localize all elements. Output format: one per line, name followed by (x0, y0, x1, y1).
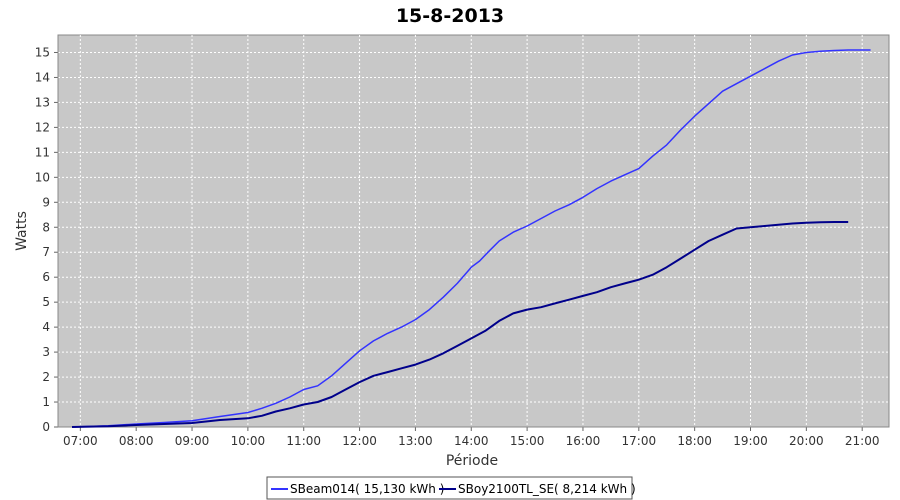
x-tick-label: 15:00 (510, 434, 545, 448)
series-line-sboy2100tl-se (71, 221, 849, 428)
series-line-sbeam014 (71, 49, 871, 428)
x-axis-title: Période (446, 453, 498, 469)
y-tick-label: 10 (35, 170, 50, 184)
x-tick-label: 21:00 (845, 434, 880, 448)
y-tick-label: 3 (42, 345, 50, 359)
x-tick-label: 11:00 (286, 434, 321, 448)
y-tick-label: 11 (35, 145, 50, 159)
x-tick-label: 09:00 (175, 434, 210, 448)
y-tick-label: 14 (35, 70, 50, 84)
x-tick-label: 18:00 (677, 434, 712, 448)
legend-label-sbeam014: SBeam014( 15,130 kWh ) (290, 482, 444, 496)
chart-title: 15-8-2013 (396, 5, 504, 27)
legend-label-sboy2100tl-se: SBoy2100TL_SE( 8,214 kWh ) (458, 482, 636, 496)
x-tick-label: 17:00 (622, 434, 657, 448)
legend: SBeam014( 15,130 kWh ) SBoy2100TL_SE( 8,… (266, 476, 636, 500)
y-tick-label: 15 (35, 45, 50, 59)
y-tick-label: 2 (42, 370, 50, 384)
y-tick-label: 5 (42, 295, 50, 309)
x-tick-label: 19:00 (733, 434, 768, 448)
x-tick-label: 20:00 (789, 434, 824, 448)
plot-area (57, 34, 890, 428)
y-tick-label: 9 (42, 195, 50, 209)
y-tick-label: 8 (42, 220, 50, 234)
x-tick-label: 08:00 (119, 434, 154, 448)
y-tick-label: 12 (35, 120, 50, 134)
y-tick-label: 13 (35, 95, 50, 109)
series-lines (71, 49, 871, 428)
y-tick-label: 0 (42, 420, 50, 434)
x-tick-label: 07:00 (63, 434, 98, 448)
x-tick-label: 14:00 (454, 434, 489, 448)
y-tick-label: 7 (42, 245, 50, 259)
x-tick-label: 16:00 (566, 434, 601, 448)
x-tick-label: 13:00 (398, 434, 433, 448)
y-axis-title: Watts (14, 211, 30, 251)
y-tick-label: 1 (42, 395, 50, 409)
x-tick-label: 10:00 (231, 434, 266, 448)
y-tick-label: 6 (42, 270, 50, 284)
x-tick-label: 12:00 (342, 434, 377, 448)
axes: 07:00 08:00 09:00 10:00 11:00 12:00 13:00 14:00… (35, 35, 889, 448)
y-tick-label: 4 (42, 320, 50, 334)
